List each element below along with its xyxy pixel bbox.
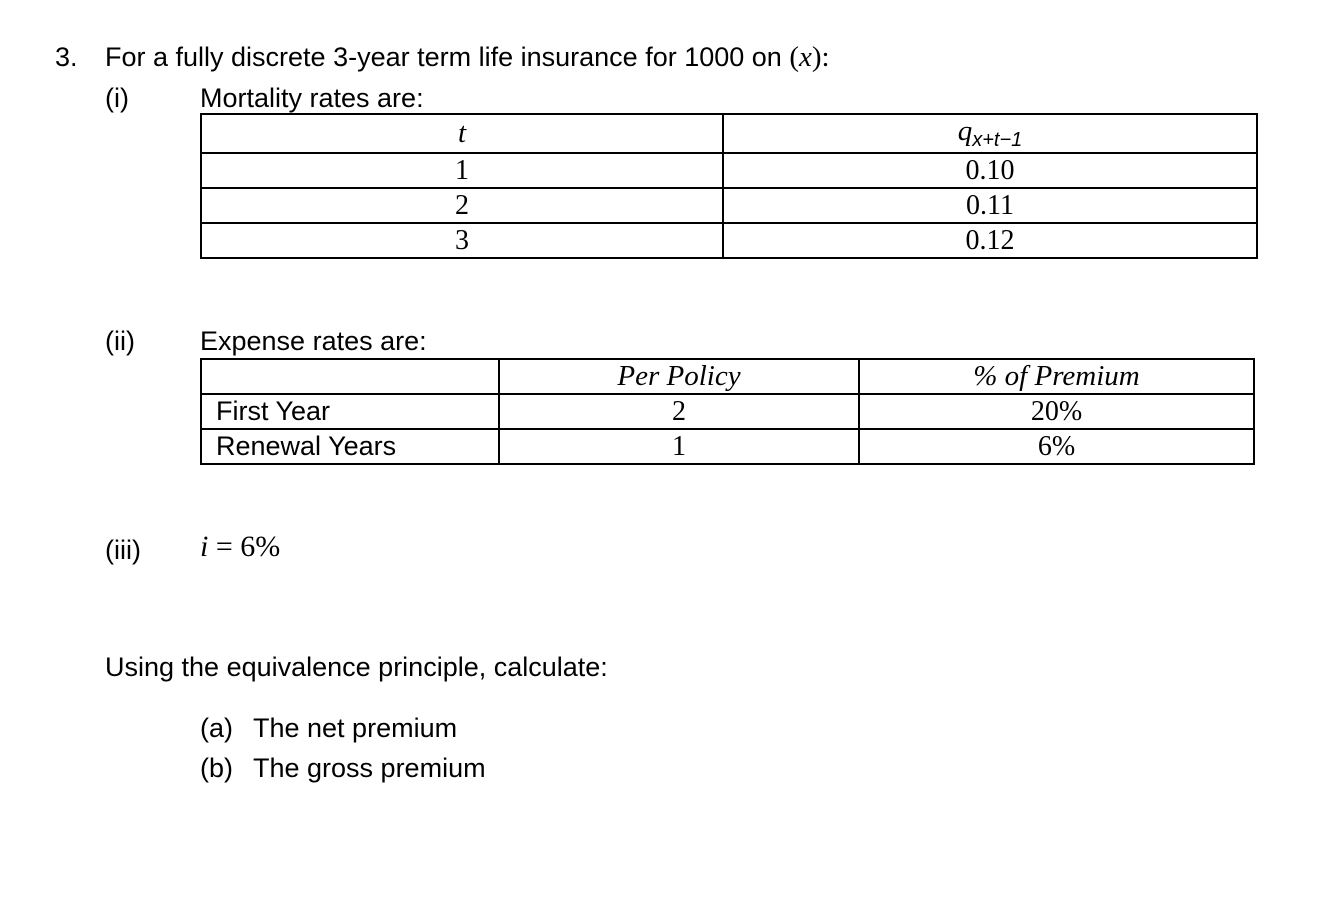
calc-item-a: (a) The net premium: [200, 711, 457, 745]
mortality-cell-q3: 0.12: [722, 222, 1258, 259]
problem-statement-text: For a fully discrete 3-year term life in…: [105, 42, 790, 72]
expense-header-row: Per Policy % of Premium: [200, 358, 1255, 395]
expense-caption: Expense rates are:: [200, 326, 427, 356]
calc-item-b: (b) The gross premium: [200, 751, 486, 785]
expense-row-label-renewal-years: Renewal Years: [200, 428, 500, 465]
expense-header-per-policy: Per Policy: [498, 358, 860, 395]
problem-statement: For a fully discrete 3-year term life in…: [105, 40, 830, 74]
item-a-text: The net premium: [253, 713, 458, 743]
problem-number: 3.: [55, 42, 78, 72]
part-i-label: (i): [105, 83, 129, 113]
item-b-text: The gross premium: [253, 753, 486, 783]
instruction-text: Using the equivalence principle, calcula…: [105, 652, 608, 682]
mortality-cell-t2: 2: [200, 187, 724, 224]
math-var-i: i: [200, 530, 209, 563]
paren-close: ):: [811, 41, 830, 73]
expense-first-year-pct: 20%: [858, 393, 1255, 430]
mortality-header-q: qx+t−1: [722, 113, 1258, 154]
mortality-header-row: t qx+t−1: [200, 113, 1258, 154]
math-var-x: x: [798, 41, 812, 73]
expense-table: Per Policy % of Premium First Year 2 20%…: [200, 358, 1255, 465]
interest-rate: i = 6%: [200, 530, 280, 564]
item-a-label: (a): [200, 713, 233, 743]
paren-open: (: [789, 41, 799, 73]
mortality-table: t qx+t−1 1 0.10 2 0.11 3 0.12: [200, 113, 1258, 259]
expense-renewal-per-policy: 1: [498, 428, 860, 465]
mortality-row-3: 3 0.12: [200, 222, 1258, 259]
mortality-cell-q1: 0.10: [722, 152, 1258, 189]
problem-title-line: 3. For a fully discrete 3-year term life…: [55, 40, 830, 74]
mortality-cell-q2: 0.11: [722, 187, 1258, 224]
expense-row-label-first-year: First Year: [200, 393, 500, 430]
expense-header-pct-premium: % of Premium: [858, 358, 1255, 395]
expense-row-first-year: First Year 2 20%: [200, 393, 1255, 430]
mortality-header-q-subscript: x+t−1: [972, 129, 1023, 151]
part-ii-label: (ii): [105, 326, 135, 356]
mortality-row-2: 2 0.11: [200, 187, 1258, 224]
expense-header-blank: [200, 358, 500, 395]
item-b-label: (b): [200, 753, 233, 783]
expense-first-year-per-policy: 2: [498, 393, 860, 430]
mortality-cell-t3: 3: [200, 222, 724, 259]
interest-rate-value: = 6%: [208, 530, 281, 563]
mortality-caption: Mortality rates are:: [200, 83, 424, 113]
part-iii-label: (iii): [105, 535, 141, 565]
mortality-cell-t1: 1: [200, 152, 724, 189]
expense-row-renewal-years: Renewal Years 1 6%: [200, 428, 1255, 465]
mortality-header-t: t: [200, 113, 724, 154]
expense-renewal-pct: 6%: [858, 428, 1255, 465]
mortality-row-1: 1 0.10: [200, 152, 1258, 189]
